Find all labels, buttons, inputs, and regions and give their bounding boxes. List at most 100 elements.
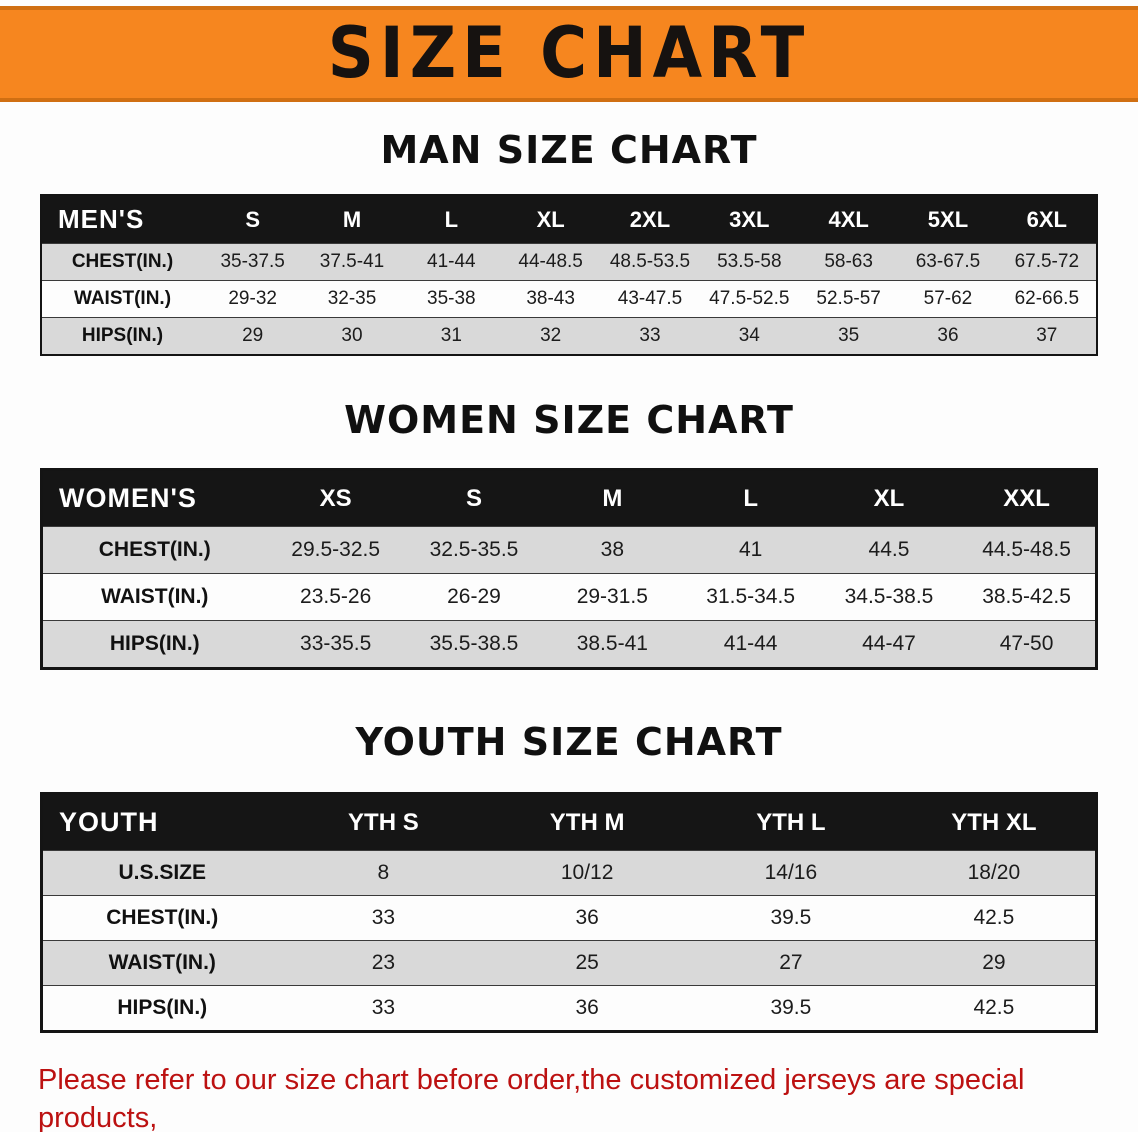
size-cell: 25 <box>575 951 599 974</box>
table-row: WAIST(IN.) 23 25 27 29 <box>41 940 1097 986</box>
column-header: YTH M <box>485 793 689 851</box>
women-size-table: WOMEN'S XS S M L XL XXL CHEST(IN.) 29.5-32.5 32.5… <box>40 468 1098 670</box>
size-cell: 10/12 <box>560 861 614 884</box>
size-cell: 37 <box>1036 325 1058 346</box>
section-men: MAN SIZE CHART MEN'S S M L XL 2XL 3XL 4XL 5XL 6XL C… <box>0 128 1138 356</box>
column-header: XL <box>819 469 959 527</box>
size-cell: 32-35 <box>327 288 377 309</box>
table-row: CHEST(IN.) 33 36 39.5 42.5 <box>41 895 1097 941</box>
section-women: WOMEN SIZE CHART WOMEN'S XS S M L XL XXL CHEST(I… <box>0 398 1138 670</box>
size-cell: 27 <box>779 951 803 974</box>
size-cell: 34 <box>738 325 760 346</box>
size-chart-sections: MAN SIZE CHART MEN'S S M L XL 2XL 3XL 4XL 5XL 6XL C… <box>0 128 1138 1033</box>
row-label: CHEST(IN.) <box>71 251 174 272</box>
men-corner-label: MEN'S <box>41 195 203 244</box>
table-row: WAIST(IN.) 29-32 32-35 35-38 38-43 43-47.5 47.… <box>41 280 1097 318</box>
row-label: HIPS(IN.) <box>117 996 208 1019</box>
column-header: YTH S <box>281 793 486 851</box>
size-cell: 47.5-52.5 <box>709 288 790 309</box>
table-row: CHEST(IN.) 29.5-32.5 32.5-35.5 38 41 44.5 44.5… <box>41 526 1097 574</box>
youth-corner-label: YOUTH <box>41 793 282 851</box>
size-cell: 32 <box>540 325 562 346</box>
header-row: MEN'S S M L XL 2XL 3XL 4XL 5XL 6XL <box>41 195 1097 244</box>
column-header: YTH L <box>689 793 893 851</box>
size-cell: 29-32 <box>228 288 277 309</box>
size-cell: 29.5-32.5 <box>291 538 381 561</box>
women-corner-label: WOMEN'S <box>41 469 267 527</box>
column-header: S <box>404 469 544 527</box>
size-cell: 26-29 <box>447 585 501 608</box>
size-cell: 52.5-57 <box>816 288 881 309</box>
disclaimer: Please refer to our size chart before or… <box>38 1061 1100 1132</box>
size-cell: 36 <box>937 325 959 346</box>
size-cell: 67.5-72 <box>1014 251 1080 272</box>
table-row: CHEST(IN.) 35-37.5 37.5-41 41-44 44-48.5 48.5… <box>41 243 1097 281</box>
column-header: M <box>543 469 682 527</box>
size-cell: 42.5 <box>973 996 1015 1019</box>
size-cell: 44-48.5 <box>518 251 583 272</box>
column-header: XL <box>500 195 601 244</box>
size-cell: 41 <box>738 538 763 561</box>
youth-size-table: YOUTH YTH S YTH M YTH L YTH XL U.S.SIZE 8 10/12… <box>40 792 1098 1033</box>
table-row: U.S.SIZE 8 10/12 14/16 18/20 <box>41 850 1097 896</box>
column-header: 5XL <box>898 195 998 244</box>
size-cell: 30 <box>341 325 363 346</box>
size-cell: 38 <box>600 538 624 561</box>
size-cell: 38.5-42.5 <box>982 585 1071 608</box>
size-cell: 44.5 <box>868 538 910 561</box>
size-cell: 33 <box>639 325 661 346</box>
size-cell: 44-47 <box>862 632 916 655</box>
row-label: CHEST(IN.) <box>98 538 211 561</box>
row-label: WAIST(IN.) <box>108 951 216 974</box>
size-cell: 53.5-58 <box>717 251 782 272</box>
column-header: L <box>681 469 820 527</box>
size-cell: 43-47.5 <box>617 288 683 309</box>
size-cell: 41-44 <box>723 632 778 655</box>
size-cell: 8 <box>377 861 390 884</box>
size-cell: 29-31.5 <box>576 585 648 608</box>
men-size-chart-heading: MAN SIZE CHART <box>380 128 758 172</box>
size-cell: 58-63 <box>824 251 873 272</box>
row-label: WAIST(IN.) <box>101 585 209 608</box>
size-cell: 34.5-38.5 <box>844 585 934 608</box>
column-header: 3XL <box>699 195 799 244</box>
column-header: 4XL <box>798 195 899 244</box>
header-row: WOMEN'S XS S M L XL XXL <box>41 469 1097 527</box>
size-cell: 37.5-41 <box>319 251 385 272</box>
row-label: CHEST(IN.) <box>106 906 219 929</box>
row-label: HIPS(IN.) <box>81 325 164 346</box>
size-cell: 18/20 <box>967 861 1021 884</box>
size-cell: 35 <box>838 325 860 346</box>
table-row: WAIST(IN.) 23.5-26 26-29 29-31.5 31.5-34.5 34… <box>41 573 1097 621</box>
size-cell: 14/16 <box>764 861 818 884</box>
page-title: SIZE CHART <box>327 13 811 95</box>
size-cell: 38-43 <box>526 288 575 309</box>
column-header: 2XL <box>600 195 700 244</box>
table-row: HIPS(IN.) 33 36 39.5 42.5 <box>41 985 1097 1032</box>
section-youth: YOUTH SIZE CHART YOUTH YTH S YTH M YTH L YTH … <box>0 720 1138 1033</box>
column-header: YTH XL <box>892 793 1097 851</box>
size-cell: 62-66.5 <box>1014 288 1080 309</box>
size-cell: 35-37.5 <box>220 251 285 272</box>
disclaimer-line-1: Please refer to our size chart before or… <box>38 1064 1025 1132</box>
column-header: M <box>302 195 402 244</box>
column-header: S <box>203 195 303 244</box>
size-cell: 35-38 <box>427 288 476 309</box>
size-cell: 29 <box>982 951 1006 974</box>
size-cell: 35.5-38.5 <box>429 632 519 655</box>
size-cell: 42.5 <box>973 906 1015 929</box>
column-header: XXL <box>958 469 1097 527</box>
size-cell: 47-50 <box>999 632 1054 655</box>
column-header: 6XL <box>997 195 1097 244</box>
size-cell: 31 <box>440 325 462 346</box>
size-cell: 39.5 <box>770 996 812 1019</box>
size-cell: 57-62 <box>923 288 973 309</box>
men-size-table: MEN'S S M L XL 2XL 3XL 4XL 5XL 6XL CHEST(IN.) 35-37… <box>40 194 1098 356</box>
size-cell: 31.5-34.5 <box>706 585 796 608</box>
column-header: L <box>401 195 501 244</box>
header-row: YOUTH YTH S YTH M YTH L YTH XL <box>41 793 1097 851</box>
size-cell: 23.5-26 <box>300 585 372 608</box>
row-label: U.S.SIZE <box>118 861 207 884</box>
youth-size-chart-heading: YOUTH SIZE CHART <box>355 720 783 764</box>
